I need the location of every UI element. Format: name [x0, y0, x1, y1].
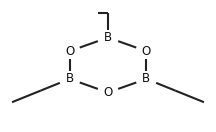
Text: O: O — [65, 45, 74, 58]
Text: O: O — [142, 45, 151, 58]
Text: O: O — [103, 86, 113, 99]
Text: B: B — [104, 31, 112, 44]
Text: B: B — [142, 72, 150, 85]
Text: B: B — [66, 72, 74, 85]
